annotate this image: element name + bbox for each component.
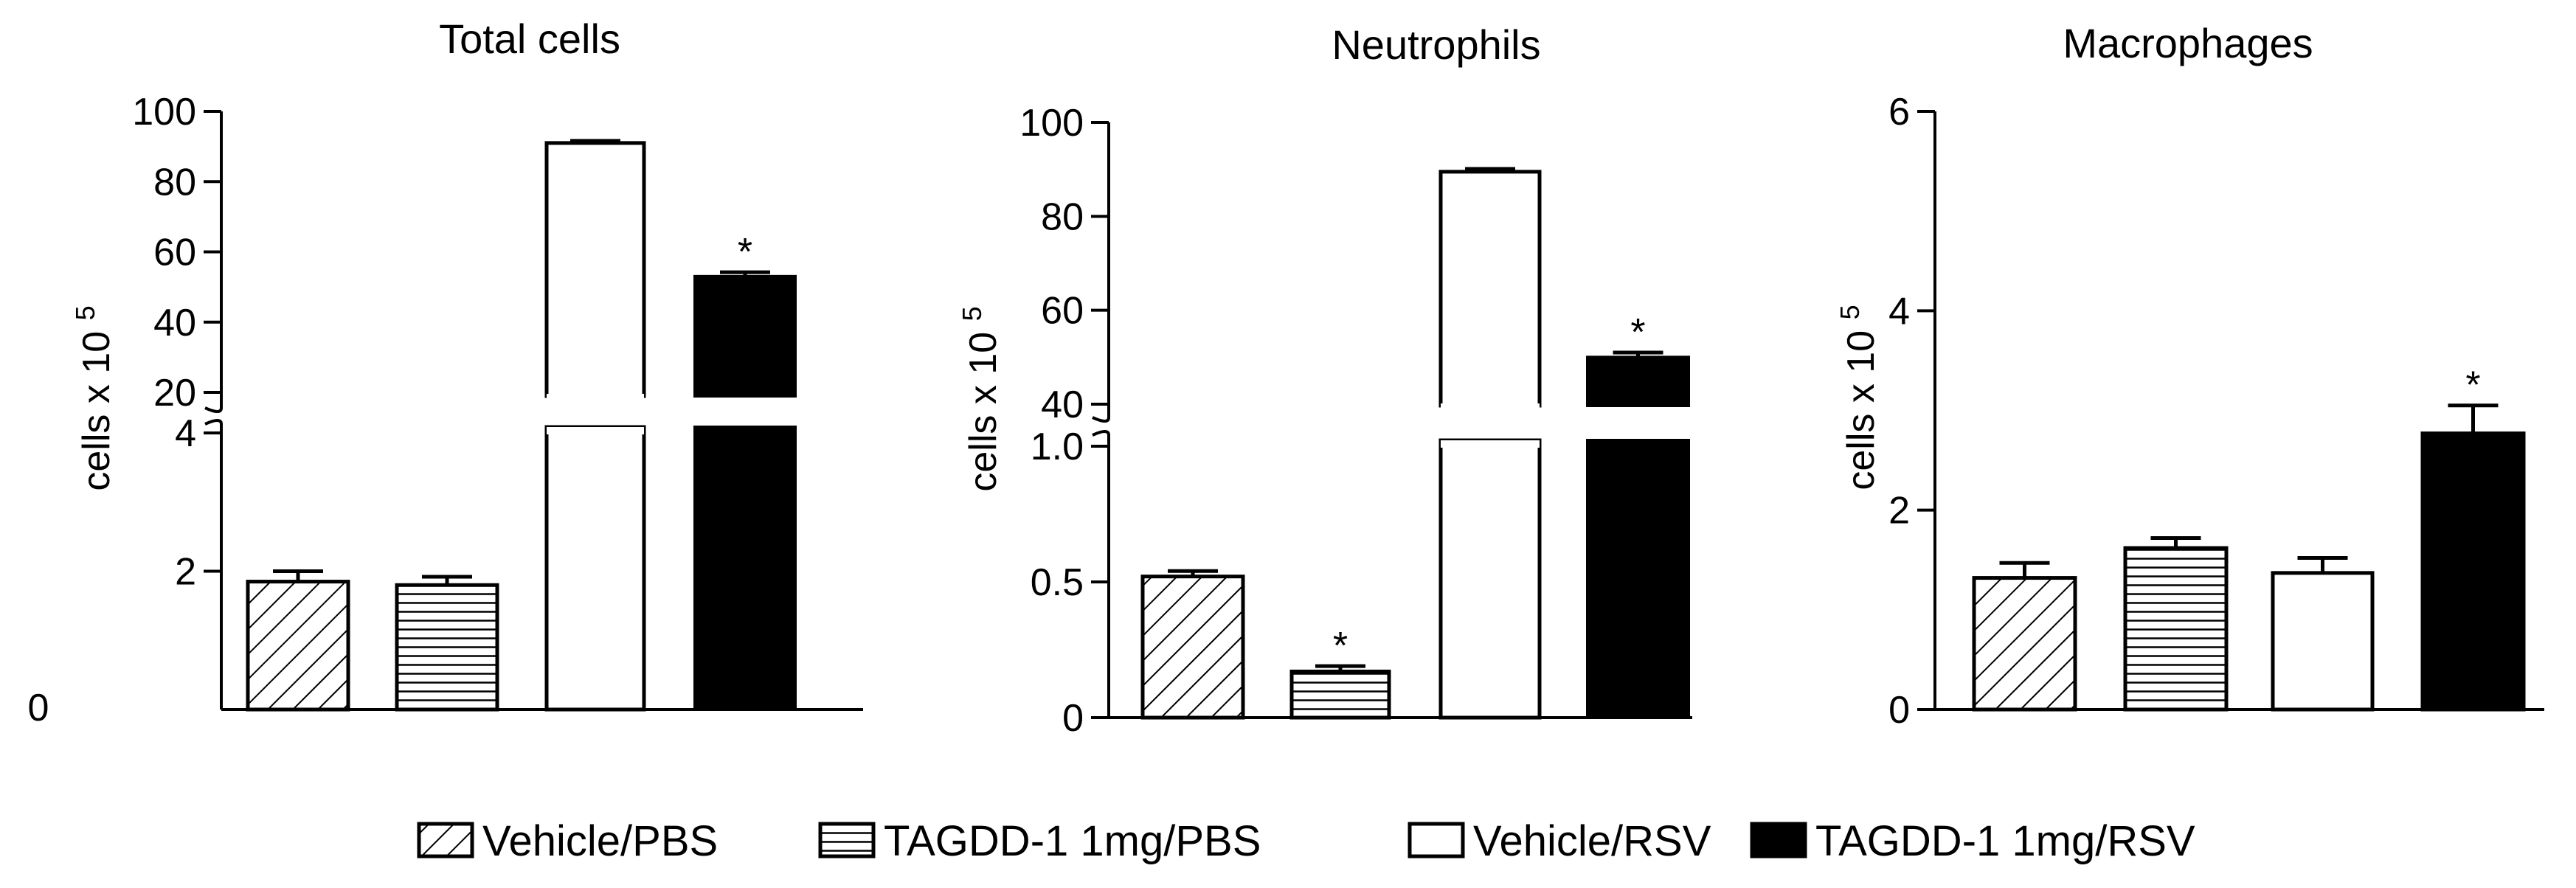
significance-marker: * bbox=[1630, 311, 1645, 354]
y-tick-label: 2 bbox=[1888, 490, 1910, 533]
y-tick-label: 100 bbox=[132, 91, 196, 133]
legend-item: Vehicle/RSV bbox=[1408, 817, 1711, 865]
bar bbox=[2271, 571, 2375, 712]
y-tick-label: 40 bbox=[153, 302, 196, 344]
legend-label: Vehicle/PBS bbox=[482, 817, 718, 865]
legend-item: Vehicle/PBS bbox=[417, 817, 718, 865]
significance-marker: * bbox=[1333, 625, 1348, 667]
significance-marker: * bbox=[738, 231, 752, 274]
legend-swatch bbox=[417, 822, 474, 858]
bar-open-top-mask bbox=[547, 427, 644, 434]
y-tick-label: 0 bbox=[1062, 697, 1084, 740]
legend-swatch bbox=[818, 822, 876, 858]
chart-panel-2: Neutrophils 0 0.5 1.040 60 80 100 cells x 10 5 *… bbox=[957, 21, 1692, 740]
axis-break-mark bbox=[1092, 416, 1110, 423]
bar-upper-segment bbox=[1586, 355, 1690, 408]
legend-label: TAGDD-1 1mg/RSV bbox=[1815, 817, 2195, 865]
bar bbox=[1140, 575, 1245, 720]
axis-break-mark bbox=[204, 406, 223, 413]
y-axis-label-text: cells x 10 bbox=[75, 320, 118, 490]
chart-panel-3: Macrophages 0 2 4 6 cells x 10 5 * bbox=[1835, 20, 2544, 732]
bar bbox=[246, 580, 350, 712]
chart-title: Total cells bbox=[439, 15, 620, 62]
y-axis-label: cells x 10 5 bbox=[1835, 305, 1883, 490]
bar-upper-segment bbox=[544, 141, 646, 398]
bar bbox=[2420, 431, 2526, 712]
bar-lower-segment bbox=[544, 425, 646, 712]
y-tick-label: 1.0 bbox=[1031, 426, 1084, 468]
y-tick-label: 20 bbox=[153, 372, 196, 414]
legend-item: TAGDD-1 1mg/PBS bbox=[818, 817, 1261, 865]
y-tick-label: 0.5 bbox=[1031, 561, 1084, 604]
legend-swatch bbox=[1750, 822, 1807, 858]
legend-label: TAGDD-1 1mg/PBS bbox=[884, 817, 1261, 865]
bar bbox=[2123, 546, 2229, 712]
bar-upper-segment bbox=[693, 274, 797, 398]
axis-break-mark bbox=[1092, 430, 1110, 437]
bar bbox=[395, 583, 499, 712]
bar-lower-segment bbox=[1438, 438, 1542, 720]
chart-title: Macrophages bbox=[2063, 20, 2313, 66]
y-axis-label-exponent: 5 bbox=[70, 305, 100, 320]
chart-panel-1: Total cells 0 2 420 40 60 80 100 cells x 10 5 * bbox=[28, 15, 863, 729]
y-axis-label-exponent: 5 bbox=[957, 306, 987, 321]
bar-lower-segment bbox=[1586, 439, 1690, 719]
y-tick-label: 80 bbox=[153, 161, 196, 204]
bar-upper-segment bbox=[1438, 170, 1542, 408]
y-tick-label: 0 bbox=[28, 687, 49, 729]
y-tick-label: 100 bbox=[1019, 102, 1084, 145]
legend-item: TAGDD-1 1mg/RSV bbox=[1750, 817, 2195, 865]
bar bbox=[1289, 669, 1391, 720]
y-axis-label-text: cells x 10 bbox=[962, 321, 1005, 491]
chart-title: Neutrophils bbox=[1332, 21, 1540, 68]
y-tick-label: 0 bbox=[1888, 689, 1910, 732]
y-axis-label-exponent: 5 bbox=[1835, 305, 1865, 319]
bar-open-top-mask bbox=[1441, 440, 1540, 448]
legend-swatch bbox=[1408, 822, 1465, 858]
axis-break-mark bbox=[204, 419, 223, 426]
y-tick-label: 6 bbox=[1888, 91, 1910, 133]
bar-lower-segment bbox=[693, 426, 797, 711]
y-tick-label: 4 bbox=[175, 412, 196, 455]
y-tick-label: 80 bbox=[1041, 195, 1084, 238]
significance-marker: * bbox=[2465, 364, 2480, 407]
y-tick-label: 60 bbox=[1041, 290, 1084, 333]
y-tick-label: 60 bbox=[153, 232, 196, 274]
y-tick-label: 2 bbox=[175, 551, 196, 594]
bar bbox=[1972, 576, 2077, 712]
y-tick-label: 4 bbox=[1888, 290, 1910, 333]
y-axis-label-text: cells x 10 bbox=[1840, 319, 1883, 490]
y-axis-label: cells x 10 5 bbox=[957, 306, 1005, 491]
y-axis-label: cells x 10 5 bbox=[70, 305, 118, 490]
y-tick-label: 40 bbox=[1041, 384, 1084, 426]
legend: Vehicle/PBS TAGDD-1 1mg/PBS Vehicle/RSV TAG… bbox=[417, 817, 2195, 865]
legend-label: Vehicle/RSV bbox=[1473, 817, 1711, 865]
